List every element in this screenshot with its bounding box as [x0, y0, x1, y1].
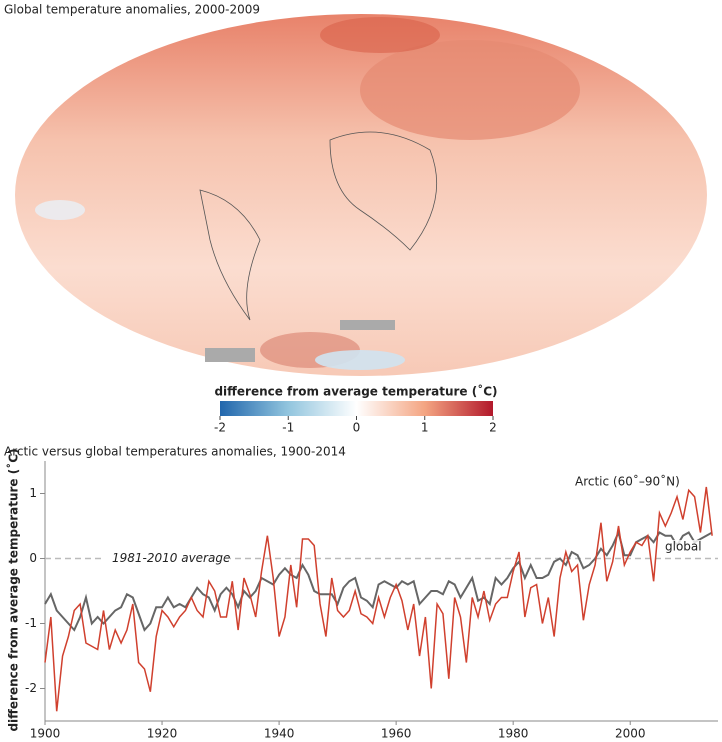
x-tick-label: 1960 [381, 727, 412, 741]
annotation: 1981-2010 average [112, 551, 230, 565]
map-warm-region [360, 40, 580, 140]
y-tick-label: 0 [29, 551, 37, 565]
map-no-data [340, 320, 395, 330]
colorbar-tick-label: 0 [353, 421, 361, 435]
map [15, 14, 707, 376]
x-tick-label: 1980 [498, 727, 529, 741]
series-line [44, 486, 713, 712]
legend-label: Arctic (60˚–90˚N) [575, 474, 680, 489]
colorbar-tick-label: 2 [489, 421, 497, 435]
x-tick-label: 2000 [615, 727, 646, 741]
x-tick-label: 1920 [147, 727, 178, 741]
y-tick-label: -1 [25, 616, 37, 630]
colorbar-tick-label: -1 [282, 421, 294, 435]
colorbar-tick-label: 1 [421, 421, 429, 435]
map-cool-region [35, 200, 85, 220]
x-tick-label: 1940 [264, 727, 295, 741]
annotation-bg [105, 550, 230, 567]
y-tick-label: 1 [29, 486, 37, 500]
chart-title: Arctic versus global temperatures anomal… [4, 445, 346, 459]
map-title: Global temperature anomalies, 2000-2009 [4, 3, 260, 17]
series-line [44, 529, 713, 632]
map-warm-region [320, 17, 440, 53]
map-no-data [205, 348, 255, 362]
map-coastline [199, 131, 438, 321]
x-tick-label: 1900 [30, 727, 61, 741]
map-cool-region [315, 350, 405, 370]
colorbar [220, 401, 493, 416]
y-axis-label: difference from average temperature (˚C) [6, 448, 21, 731]
y-tick-label: -2 [25, 681, 37, 695]
legend-label: global [665, 540, 702, 554]
colorbar-label: difference from average temperature (˚C) [214, 384, 497, 399]
legend-bg [662, 540, 700, 554]
colorbar-tick-label: -2 [214, 421, 226, 435]
